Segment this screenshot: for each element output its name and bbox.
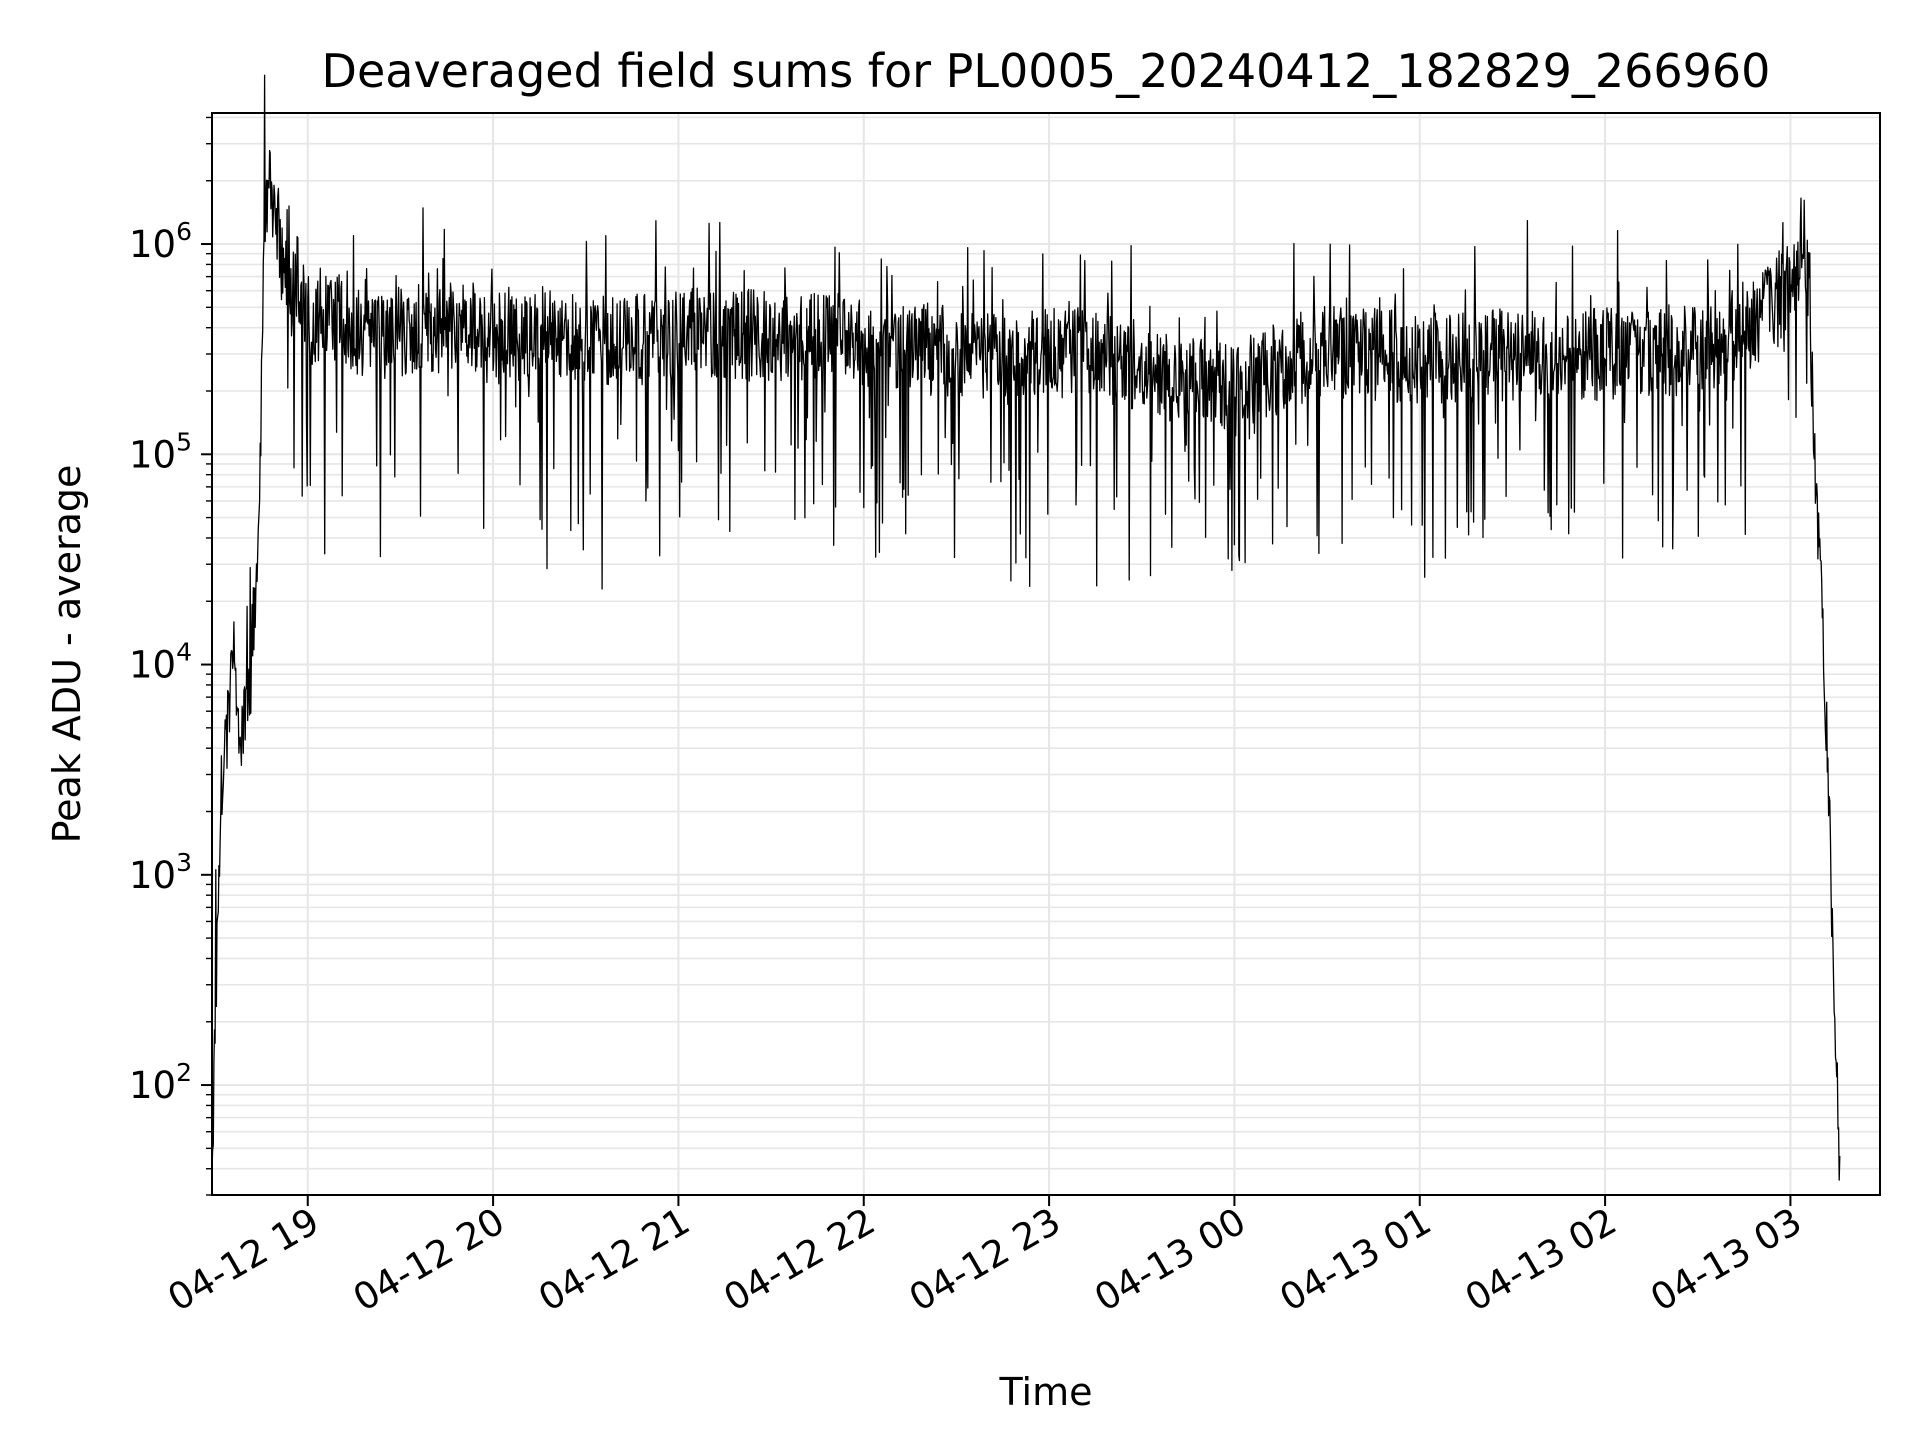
x-tick-label: 04-12 19 (161, 1200, 327, 1320)
y-tick-exponent: 4 (176, 638, 192, 667)
x-tick-label: 04-12 23 (902, 1200, 1068, 1320)
y-tick-exponent: 2 (176, 1058, 192, 1087)
y-tick-exponent: 5 (176, 427, 192, 456)
y-tick-label: 102 (129, 1058, 192, 1107)
y-tick-label: 106 (129, 217, 192, 266)
x-tick-label: 04-12 21 (531, 1200, 697, 1320)
x-axis-label: Time (999, 1370, 1093, 1414)
x-tick-label: 04-13 00 (1087, 1200, 1253, 1320)
y-tick-exponent: 3 (176, 848, 192, 877)
y-tick-base: 10 (129, 223, 176, 266)
chart-title: Deaveraged field sums for PL0005_2024041… (322, 44, 1771, 98)
x-tick-label: 04-13 01 (1273, 1200, 1439, 1320)
x-tick-label: 04-12 20 (346, 1200, 512, 1320)
data-line-layer (211, 74, 1841, 1181)
y-tick-label: 103 (129, 848, 192, 897)
x-tick-label: 04-13 03 (1643, 1200, 1809, 1320)
y-tick-base: 10 (129, 644, 176, 687)
plot-frame (211, 112, 1881, 1196)
y-tick-base: 10 (129, 1064, 176, 1107)
y-tick-exponent: 6 (176, 217, 192, 246)
series-line (211, 74, 1841, 1181)
y-tick-base: 10 (129, 433, 176, 476)
y-axis-label: Peak ADU - average (45, 465, 89, 844)
y-tick-label: 105 (129, 427, 192, 476)
y-tick-base: 10 (129, 854, 176, 897)
x-tick-label: 04-12 22 (717, 1200, 883, 1320)
y-tick-label: 104 (129, 638, 192, 687)
x-tick-label: 04-13 02 (1458, 1200, 1624, 1320)
grid-layer (212, 113, 1880, 1196)
